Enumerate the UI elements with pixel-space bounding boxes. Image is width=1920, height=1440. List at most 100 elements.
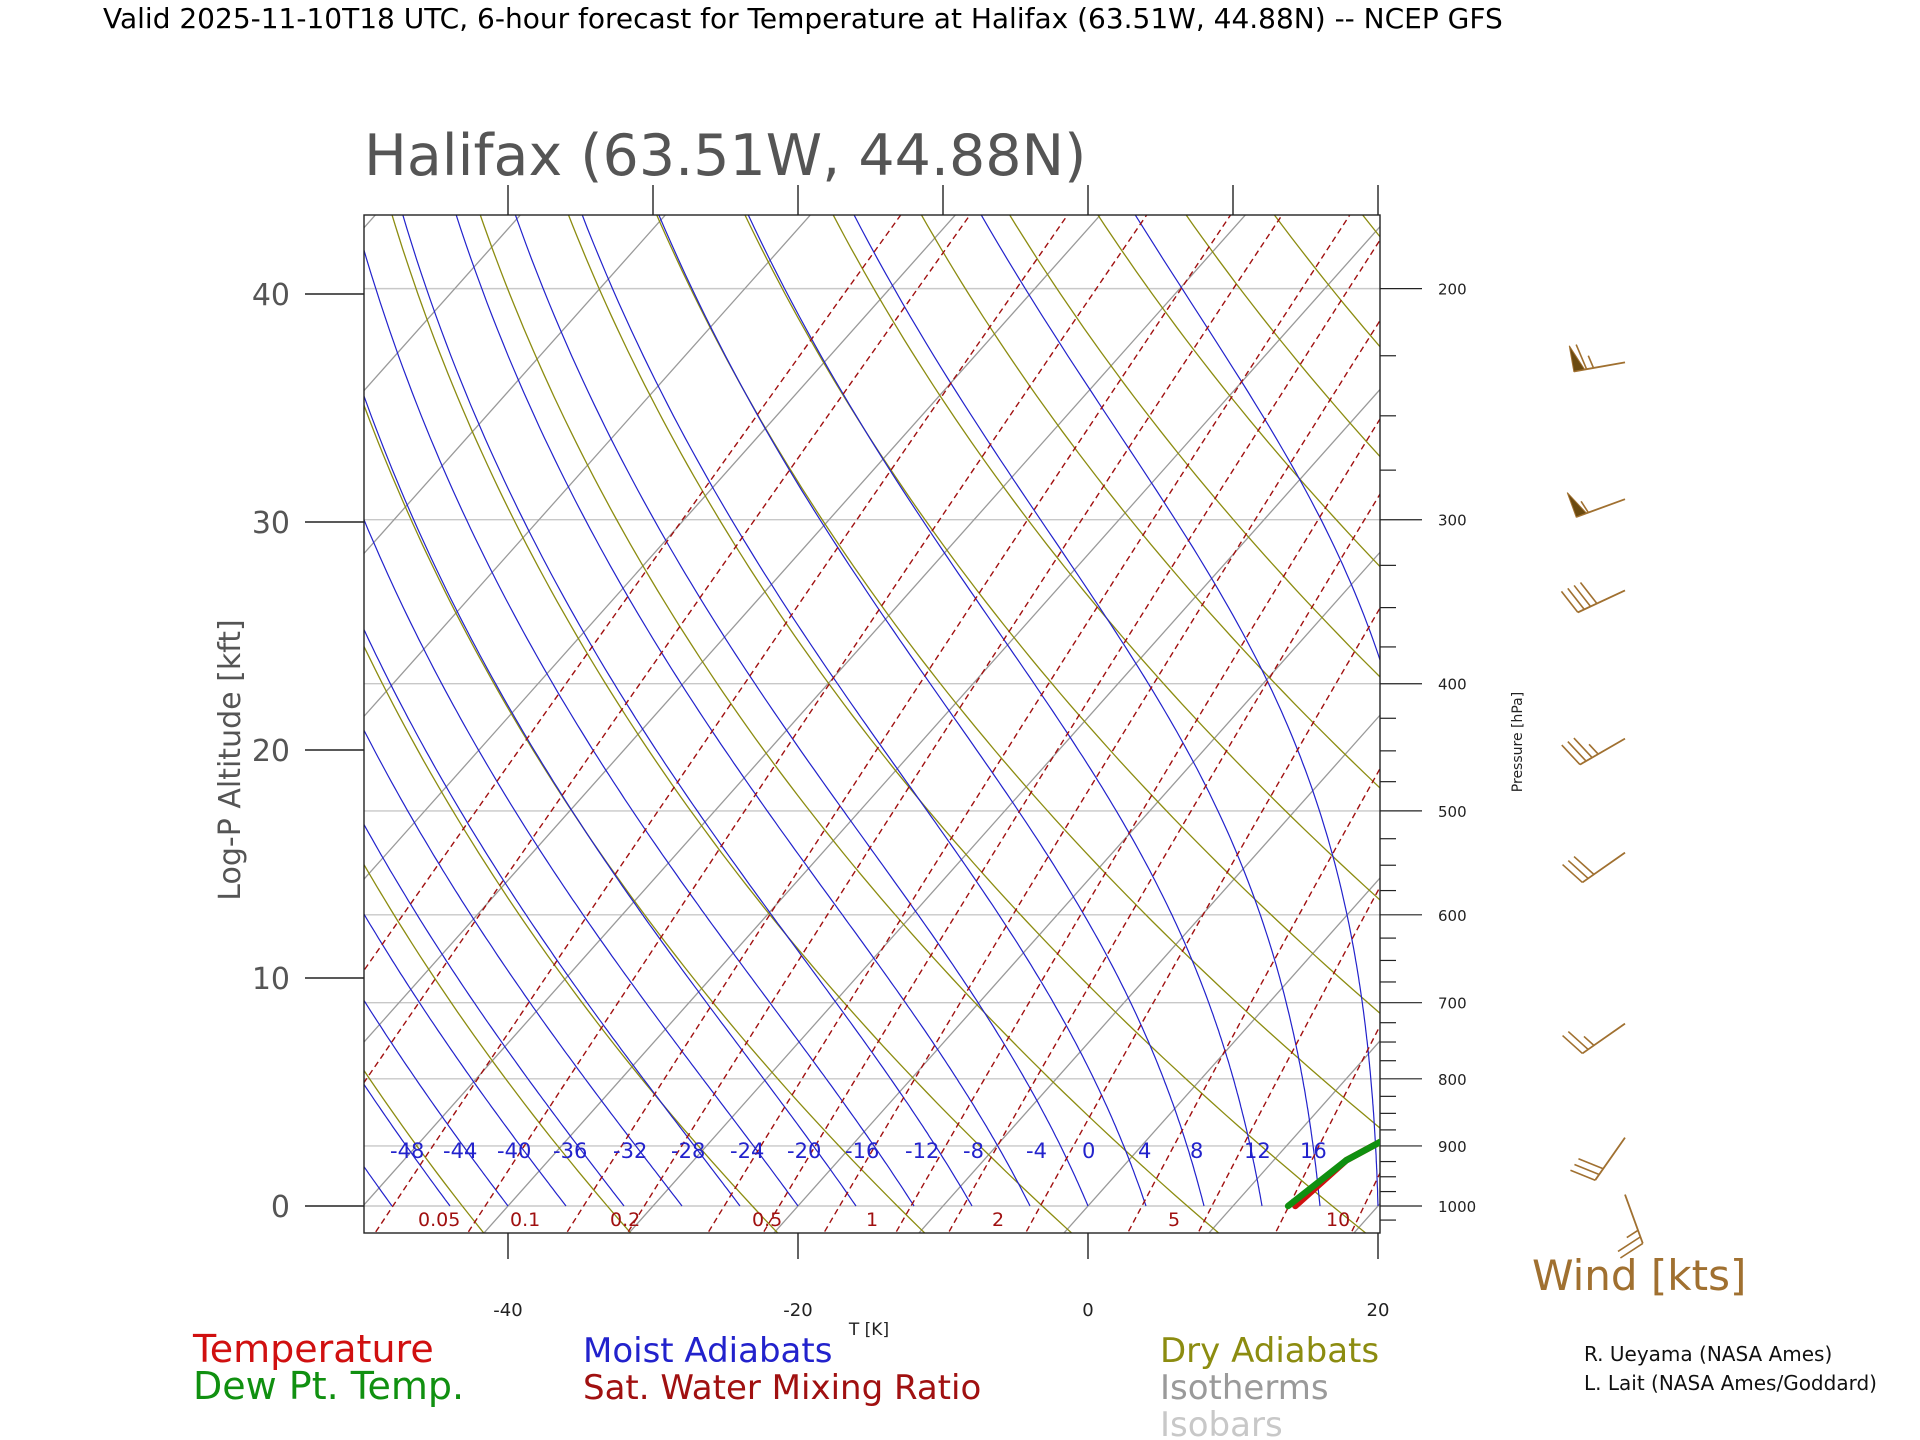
mixing-ratio-line (374, 215, 1069, 1233)
profile-lines (1284, 1138, 1380, 1210)
wind-barbs (1560, 344, 1644, 1259)
moist-adiabat (364, 728, 683, 1207)
isotherm-line (364, 215, 957, 881)
credit-2: L. Lait (NASA Ames/Goddard) (1584, 1371, 1877, 1395)
moist-adiabat-label: 12 (1244, 1139, 1271, 1163)
dry-adiabat (1879, 203, 1920, 1240)
wind-barb-feather (1567, 741, 1587, 762)
isotherm-line (773, 551, 1380, 1233)
wind-barb (1561, 737, 1626, 766)
wind-barb-staff (1581, 1022, 1626, 1055)
isotherm-line (364, 215, 377, 229)
wind-barb (1562, 1022, 1626, 1055)
moist-adiabat (402, 215, 973, 1207)
mixing-ratio-line (1197, 885, 1380, 1233)
moist-adiabat-label: -28 (671, 1139, 705, 1163)
wind-barb (1570, 1137, 1626, 1181)
wind-barb-staff (1594, 1137, 1626, 1181)
moist-adiabat (364, 394, 857, 1207)
pressure-tick-label: 400 (1438, 676, 1467, 694)
mixing-ratio-line (1024, 606, 1380, 1233)
mixing-ratio-line (466, 215, 1148, 1233)
pressure-tick-label: 700 (1438, 995, 1467, 1013)
mixing-ratio-line (626, 215, 1283, 1233)
mixing-ratio-line (1806, 203, 1920, 1240)
isotherm-line (364, 215, 667, 555)
wind-barb-staff (1624, 1194, 1644, 1244)
mixing-ratio-line (823, 319, 1380, 1233)
dry-adiabat (364, 863, 632, 1233)
mixing-ratio-label: 0.05 (418, 1209, 460, 1231)
dry-adiabat (1097, 215, 1380, 568)
moist-adiabat (364, 518, 799, 1207)
isotherm-line (918, 714, 1380, 1233)
pressure-tick-label: 800 (1438, 1071, 1467, 1089)
moist-adiabat (364, 1165, 393, 1207)
moist-adiabat (364, 912, 567, 1207)
y-tick-label: 10 (252, 962, 290, 997)
dry-adiabat (832, 215, 1380, 901)
temperature-line (1292, 1138, 1380, 1210)
dry-adiabat (1008, 215, 1380, 678)
dry-adiabat (1792, 203, 1920, 1240)
mixing-ratio-line (1431, 203, 1920, 1240)
moist-adiabat-label: -4 (1026, 1139, 1047, 1163)
credits: R. Ueyama (NASA Ames) L. Lait (NASA Ames… (1584, 1342, 1877, 1395)
wind-barb-feather (1567, 859, 1589, 880)
dry-adiabat (1616, 203, 1920, 1240)
wind-barb-feather (1574, 1163, 1600, 1176)
dry-adiabat (1704, 203, 1920, 1240)
mixing-ratio-label: 10 (1326, 1209, 1350, 1231)
legend-dewpoint: Dew Pt. Temp. (193, 1364, 464, 1408)
dry-adiabat (567, 215, 1367, 1233)
wind-barb-flag (1566, 492, 1588, 518)
wind-barb (1560, 581, 1626, 614)
wind-barb-feather (1573, 584, 1592, 607)
legend-mixing-ratio: Sat. Water Mixing Ratio (583, 1368, 981, 1408)
wind-label: Wind [kts] (1532, 1251, 1746, 1300)
mixing-ratio-line (1702, 203, 1920, 1240)
wind-barb-feather (1617, 1236, 1641, 1253)
isotherm-line (0, 203, 241, 1240)
wind-barb-staff (1581, 851, 1626, 884)
wind-barb-staff (1579, 737, 1626, 766)
pressure-tick-label: 600 (1438, 907, 1467, 925)
legend-isotherms: Isotherms (1160, 1368, 1329, 1408)
pressure-tick-label: 200 (1438, 281, 1467, 299)
wind-barb-feather (1567, 587, 1585, 610)
wind-barb-feather (1567, 1030, 1589, 1051)
moist-adiabat-label: -12 (905, 1139, 939, 1163)
wind-barb-half-feather (1580, 500, 1590, 513)
dry-adiabat (479, 215, 1220, 1233)
mixing-ratio-line (1274, 1024, 1380, 1233)
mixing-ratio-line (1350, 1171, 1380, 1233)
wind-barb-flag (1568, 345, 1586, 373)
moist-adiabat (581, 215, 1147, 1207)
x-axis-label: T [K] (848, 1320, 889, 1340)
wind-barb-feather (1575, 344, 1588, 370)
moist-adiabat-label: 0 (1082, 1139, 1095, 1163)
pressure-axis-label: Pressure [hPa] (1510, 692, 1526, 792)
moist-adiabat-label: -20 (787, 1139, 821, 1163)
wind-barb-feather (1562, 863, 1583, 884)
moist-adiabat-label: 16 (1300, 1139, 1327, 1163)
moist-adiabat (658, 215, 1205, 1207)
moist-adiabat (364, 248, 915, 1207)
legend-isobars: Isobars (1160, 1405, 1283, 1440)
plot-frame (363, 214, 1381, 1234)
moist-adiabat (747, 215, 1263, 1207)
isotherm-line (364, 215, 1247, 1206)
legend: Temperature Dew Pt. Temp. Moist Adiabats… (192, 1327, 1379, 1440)
moist-adiabat (0, 196, 334, 1206)
dry-adiabat (744, 215, 1380, 1015)
mixing-ratio-label: 0.2 (610, 1209, 640, 1231)
moist-adiabat (980, 215, 1379, 1207)
wind-barb-half-feather (1588, 743, 1599, 755)
header-title: Valid 2025-11-10T18 UTC, 6-hour forecast… (103, 2, 1503, 35)
wind-barb-feather (1579, 581, 1598, 604)
wind-barb-staff (1577, 589, 1626, 614)
wind-barb-feather (1560, 590, 1579, 613)
isotherm-line (483, 225, 1380, 1233)
wind-barb-feather (1573, 855, 1595, 875)
